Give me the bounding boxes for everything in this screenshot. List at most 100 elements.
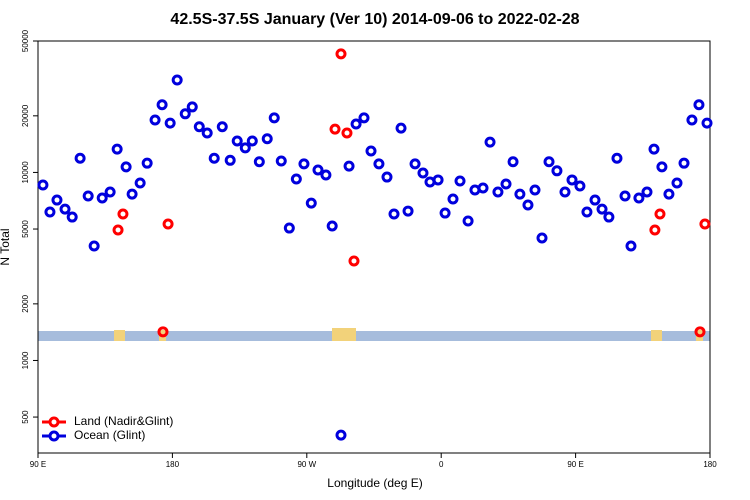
data-point: [44, 206, 56, 218]
data-point: [514, 188, 526, 200]
data-point: [388, 208, 400, 220]
plot-frame: [37, 40, 711, 454]
data-point: [447, 193, 459, 205]
legend-marker: [48, 430, 60, 442]
data-point: [649, 224, 661, 236]
x-tick-label: 180: [166, 460, 180, 469]
data-point: [603, 211, 615, 223]
data-point: [329, 123, 341, 135]
data-point: [96, 192, 108, 204]
data-point: [641, 186, 653, 198]
data-point: [373, 158, 385, 170]
data-point: [112, 224, 124, 236]
data-point: [543, 156, 555, 168]
data-point: [432, 174, 444, 186]
data-point: [82, 190, 94, 202]
x-tick-label: 90 W: [297, 460, 316, 469]
data-point: [149, 114, 161, 126]
data-point: [186, 101, 198, 113]
data-point: [275, 155, 287, 167]
data-point: [253, 156, 265, 168]
data-point: [656, 161, 668, 173]
data-point: [74, 152, 86, 164]
data-point: [164, 117, 176, 129]
data-point: [216, 121, 228, 133]
legend: Land (Nadir&Glint)Ocean (Glint): [42, 414, 173, 442]
data-point: [66, 211, 78, 223]
x-tick-label: 90 E: [567, 460, 583, 469]
data-point: [171, 74, 183, 86]
data-point: [395, 122, 407, 134]
land-patch: [651, 330, 662, 341]
data-point: [312, 164, 324, 176]
data-point: [500, 178, 512, 190]
data-point: [439, 207, 451, 219]
land-patch: [114, 330, 125, 341]
data-point: [224, 154, 236, 166]
data-point: [365, 145, 377, 157]
data-point: [208, 152, 220, 164]
data-point: [381, 171, 393, 183]
y-tick-label: 50000: [21, 29, 30, 52]
legend-label: Ocean (Glint): [74, 428, 145, 442]
data-point: [699, 218, 711, 230]
data-point: [59, 203, 71, 215]
data-point: [120, 161, 132, 173]
y-tick-label: 20000: [21, 104, 30, 127]
data-point: [477, 182, 489, 194]
data-point: [157, 326, 169, 338]
y-tick-label: 10000: [21, 161, 30, 184]
data-point: [492, 186, 504, 198]
data-point: [179, 108, 191, 120]
chart-title: 42.5S-37.5S January (Ver 10) 2014-09-06 …: [170, 11, 579, 28]
data-point: [693, 99, 705, 111]
data-point: [694, 326, 706, 338]
data-point: [231, 135, 243, 147]
data-point: [686, 114, 698, 126]
x-axis-label: Longitude (deg E): [327, 476, 422, 490]
data-point: [350, 118, 362, 130]
data-point: [305, 197, 317, 209]
data-point: [507, 156, 519, 168]
data-point: [126, 188, 138, 200]
data-point: [239, 142, 251, 154]
data-point: [619, 190, 631, 202]
data-point: [462, 215, 474, 227]
data-point: [298, 158, 310, 170]
data-point: [484, 136, 496, 148]
data-point: [454, 175, 466, 187]
data-point: [529, 184, 541, 196]
data-point: [589, 194, 601, 206]
data-point: [335, 429, 347, 441]
y-tick-label: 5000: [21, 220, 30, 238]
data-point: [261, 133, 273, 145]
data-point: [134, 177, 146, 189]
data-point: [193, 121, 205, 133]
data-point: [574, 180, 586, 192]
data-point: [559, 186, 571, 198]
data-point: [522, 199, 534, 211]
data-point: [648, 143, 660, 155]
data-point: [326, 220, 338, 232]
data-point: [409, 158, 421, 170]
land-patch: [332, 328, 356, 341]
data-point: [596, 203, 608, 215]
legend-marker: [48, 416, 60, 428]
data-point: [536, 232, 548, 244]
data-point: [551, 165, 563, 177]
data-point: [88, 240, 100, 252]
data-point: [678, 157, 690, 169]
x-tick-label: 180: [703, 460, 717, 469]
data-point: [663, 188, 675, 200]
data-point: [37, 179, 49, 191]
data-point: [581, 206, 593, 218]
data-point: [335, 48, 347, 60]
data-point: [111, 143, 123, 155]
x-tick-label: 90 E: [30, 460, 46, 469]
data-point: [246, 135, 258, 147]
data-point: [358, 112, 370, 124]
y-tick-label: 1000: [21, 351, 30, 369]
data-point: [51, 194, 63, 206]
data-point: [290, 173, 302, 185]
